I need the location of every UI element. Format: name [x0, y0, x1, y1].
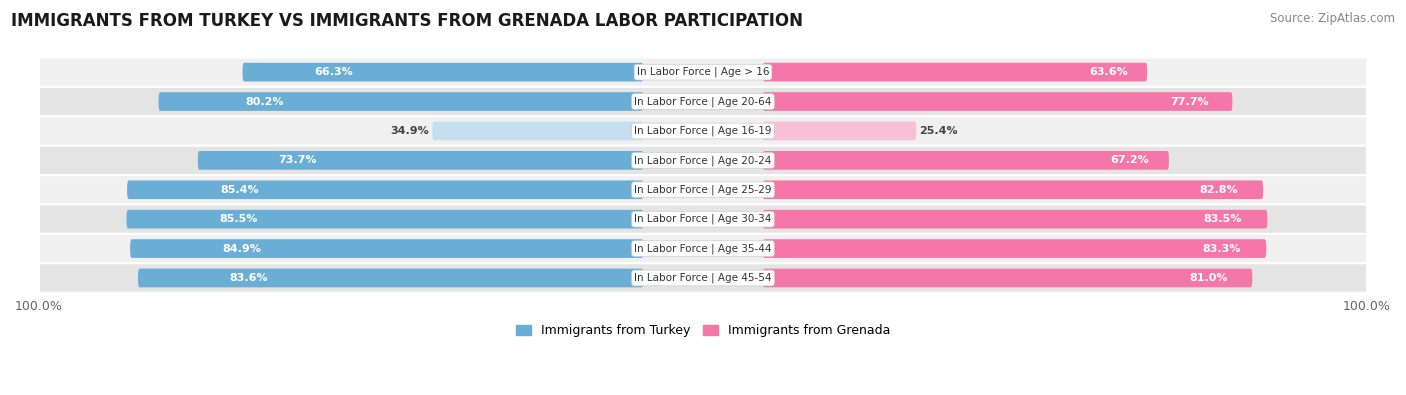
- Text: 77.7%: 77.7%: [1170, 96, 1209, 107]
- Text: 84.9%: 84.9%: [222, 244, 262, 254]
- FancyBboxPatch shape: [39, 205, 1367, 234]
- FancyBboxPatch shape: [138, 269, 644, 287]
- FancyBboxPatch shape: [432, 122, 644, 140]
- FancyBboxPatch shape: [198, 151, 644, 170]
- FancyBboxPatch shape: [762, 181, 1263, 199]
- FancyBboxPatch shape: [131, 239, 644, 258]
- Text: 80.2%: 80.2%: [246, 96, 284, 107]
- Text: IMMIGRANTS FROM TURKEY VS IMMIGRANTS FROM GRENADA LABOR PARTICIPATION: IMMIGRANTS FROM TURKEY VS IMMIGRANTS FRO…: [11, 12, 803, 30]
- Text: In Labor Force | Age 25-29: In Labor Force | Age 25-29: [634, 184, 772, 195]
- FancyBboxPatch shape: [762, 151, 1168, 170]
- Text: Source: ZipAtlas.com: Source: ZipAtlas.com: [1270, 12, 1395, 25]
- Text: 82.8%: 82.8%: [1199, 185, 1239, 195]
- Text: 63.6%: 63.6%: [1090, 67, 1128, 77]
- FancyBboxPatch shape: [39, 175, 1367, 205]
- Text: 83.3%: 83.3%: [1202, 244, 1241, 254]
- FancyBboxPatch shape: [39, 87, 1367, 116]
- FancyBboxPatch shape: [762, 92, 1232, 111]
- Text: 73.7%: 73.7%: [278, 155, 316, 166]
- FancyBboxPatch shape: [39, 57, 1367, 87]
- FancyBboxPatch shape: [242, 63, 644, 81]
- Text: 83.5%: 83.5%: [1204, 214, 1241, 224]
- FancyBboxPatch shape: [762, 122, 917, 140]
- FancyBboxPatch shape: [159, 92, 644, 111]
- FancyBboxPatch shape: [762, 269, 1253, 287]
- Text: In Labor Force | Age 45-54: In Labor Force | Age 45-54: [634, 273, 772, 283]
- FancyBboxPatch shape: [762, 239, 1267, 258]
- Text: In Labor Force | Age 20-64: In Labor Force | Age 20-64: [634, 96, 772, 107]
- Text: 67.2%: 67.2%: [1109, 155, 1149, 166]
- Text: 66.3%: 66.3%: [315, 67, 353, 77]
- Text: 85.5%: 85.5%: [219, 214, 257, 224]
- Text: 85.4%: 85.4%: [221, 185, 259, 195]
- FancyBboxPatch shape: [39, 116, 1367, 146]
- FancyBboxPatch shape: [39, 146, 1367, 175]
- FancyBboxPatch shape: [127, 210, 644, 229]
- Text: 81.0%: 81.0%: [1189, 273, 1227, 283]
- Text: In Labor Force | Age > 16: In Labor Force | Age > 16: [637, 67, 769, 77]
- FancyBboxPatch shape: [39, 234, 1367, 263]
- FancyBboxPatch shape: [762, 63, 1147, 81]
- Text: In Labor Force | Age 20-24: In Labor Force | Age 20-24: [634, 155, 772, 166]
- FancyBboxPatch shape: [762, 210, 1267, 229]
- Text: In Labor Force | Age 35-44: In Labor Force | Age 35-44: [634, 243, 772, 254]
- Legend: Immigrants from Turkey, Immigrants from Grenada: Immigrants from Turkey, Immigrants from …: [510, 320, 896, 342]
- Text: 25.4%: 25.4%: [920, 126, 959, 136]
- FancyBboxPatch shape: [39, 263, 1367, 293]
- Text: 83.6%: 83.6%: [229, 273, 267, 283]
- Text: In Labor Force | Age 16-19: In Labor Force | Age 16-19: [634, 126, 772, 136]
- Text: 34.9%: 34.9%: [391, 126, 429, 136]
- FancyBboxPatch shape: [127, 181, 644, 199]
- Text: In Labor Force | Age 30-34: In Labor Force | Age 30-34: [634, 214, 772, 224]
